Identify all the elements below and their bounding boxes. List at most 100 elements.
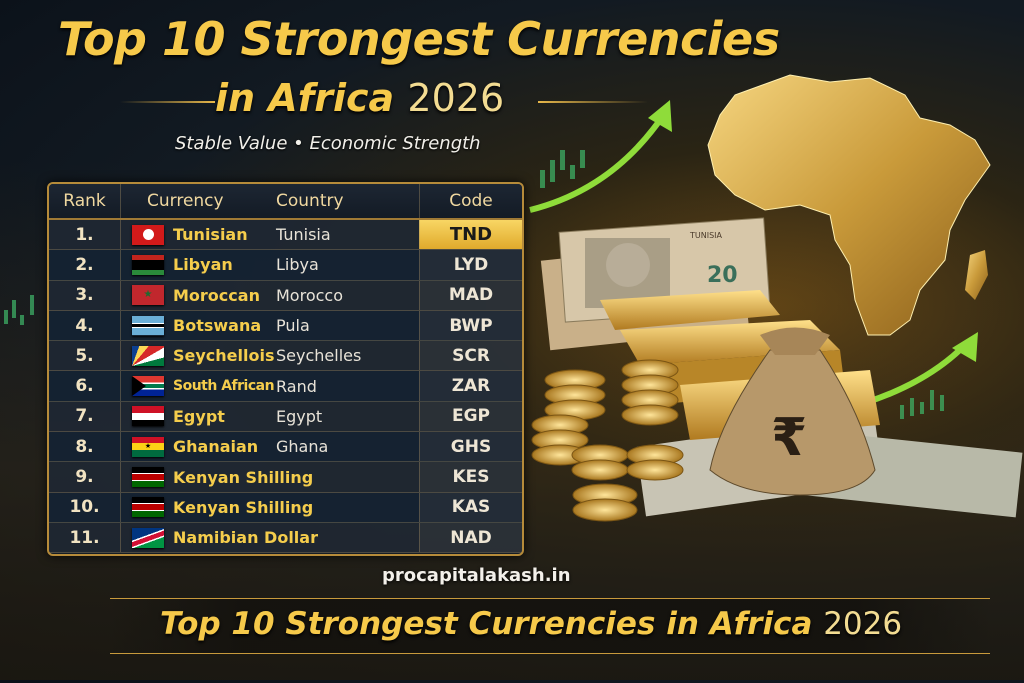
rank-cell: 9. <box>49 462 121 492</box>
currency-name: Libyan <box>173 255 233 275</box>
code-cell: EGP <box>419 401 522 432</box>
rank-cell: 11. <box>49 522 121 553</box>
table-row: 5. Seychellois Seychelles SCR <box>49 341 522 372</box>
country-name: Libya <box>276 255 319 275</box>
code-cell: ZAR <box>419 371 522 401</box>
title-year: 2026 <box>407 76 505 120</box>
rank-cell: 3. <box>49 280 121 310</box>
country-name: Morocco <box>276 285 343 305</box>
table-row: 7. Egypt Egypt EGP <box>49 401 522 433</box>
header-currency: Currency <box>147 191 224 211</box>
currency-cell: Namibian Dollar <box>121 523 419 552</box>
currency-name: Seychellois <box>173 346 275 366</box>
rank-cell: 6. <box>49 371 121 401</box>
africa-map-icon <box>707 74 991 336</box>
namibia-flag-icon <box>132 527 164 548</box>
bottom-banner <box>110 598 990 654</box>
table-row: 1. Tunisian Tunisia TND <box>49 220 522 251</box>
header-rank: Rank <box>49 184 121 218</box>
rank-cell: 2. <box>49 250 121 280</box>
table-row: 6. South African Rand ZAR <box>49 371 522 402</box>
bottom-title-text: Top 10 Strongest Currencies in Africa <box>160 606 813 642</box>
ghana-flag-icon: ★ <box>132 436 164 457</box>
subtitle: Stable Value • Economic Strength <box>175 133 481 154</box>
money-bag-icon: ₹ <box>709 327 876 496</box>
upward-arrow-icon <box>529 118 663 213</box>
country-name: Ghana <box>276 437 329 457</box>
main-title-line2: in Africa 2026 <box>215 76 504 120</box>
table-row: 8. ★ Ghanaian Ghana GHS <box>49 432 522 463</box>
bottom-title-year: 2026 <box>823 606 903 642</box>
country-name: Rand <box>276 376 317 396</box>
currency-cell: Kenyan Shilling <box>121 493 419 522</box>
currency-name: Namibian Dollar <box>173 528 318 548</box>
currency-cell: Libyan Libya <box>121 250 419 279</box>
rank-cell: 4. <box>49 310 121 341</box>
title-divider <box>120 101 215 103</box>
rank-cell: 7. <box>49 401 121 432</box>
currency-cell: ★ Ghanaian Ghana <box>121 432 419 461</box>
header-code: Code <box>419 184 522 218</box>
table-row: 10. Kenyan Shilling KAS <box>49 492 522 523</box>
seychelles-flag-icon <box>132 345 164 366</box>
rupee-symbol: ₹ <box>771 408 807 468</box>
table-row: 3. ★ Moroccan Morocco MAD <box>49 280 522 311</box>
banknote-label: TUNISIA <box>689 231 723 240</box>
botswana-flag-icon <box>132 315 164 336</box>
currency-cell: ★ Moroccan Morocco <box>121 281 419 310</box>
rank-cell: 5. <box>49 341 121 371</box>
title-line2-text: in Africa <box>215 76 395 120</box>
country-name: Tunisia <box>276 225 331 245</box>
header-currency-country: Currency Country <box>121 184 419 218</box>
currency-name: Botswana <box>173 316 262 336</box>
code-cell: KES <box>419 462 522 492</box>
currency-name: Moroccan <box>173 285 260 305</box>
currency-cell: Botswana Pula <box>121 311 419 340</box>
table-row: 4. Botswana Pula BWP <box>49 310 522 342</box>
currency-name: Kenyan Shilling <box>173 467 314 487</box>
egypt-flag-icon <box>132 406 164 427</box>
currency-cell: Egypt Egypt <box>121 402 419 431</box>
currency-cell: Kenyan Shilling <box>121 462 419 491</box>
currency-cell: South African Rand <box>121 371 419 400</box>
table-body: 1. Tunisian Tunisia TND 2. Libyan Libya L… <box>49 220 522 554</box>
currency-name: South African <box>173 378 275 395</box>
rank-cell: 1. <box>49 220 121 250</box>
main-title: Top 10 Strongest Currencies <box>58 12 780 66</box>
currency-name: Tunisian <box>173 225 248 245</box>
table-header: Rank Currency Country Code <box>49 184 522 220</box>
country-name: Pula <box>276 316 310 336</box>
bottom-title: Top 10 Strongest Currencies in Africa 20… <box>160 606 902 642</box>
title-divider <box>538 101 648 103</box>
code-cell: LYD <box>419 250 522 280</box>
code-cell: MAD <box>419 280 522 310</box>
tunisia-flag-icon <box>132 224 164 245</box>
candlestick-chart-icon <box>4 150 944 419</box>
kenya-flag-icon <box>132 497 164 518</box>
code-cell: NAD <box>419 522 522 553</box>
code-cell: SCR <box>419 341 522 371</box>
table-row: 2. Libyan Libya LYD <box>49 250 522 281</box>
code-cell: KAS <box>419 492 522 522</box>
code-cell: BWP <box>419 310 522 341</box>
header-country: Country <box>276 191 344 211</box>
currency-name: Ghanaian <box>173 437 259 457</box>
currency-cell: Seychellois Seychelles <box>121 341 419 370</box>
code-cell: GHS <box>419 432 522 462</box>
currency-name: Egypt <box>173 406 225 426</box>
morocco-flag-icon: ★ <box>132 285 164 306</box>
code-cell: TND <box>419 220 522 250</box>
gold-coins-icon <box>531 359 684 522</box>
rank-cell: 8. <box>49 432 121 462</box>
rank-cell: 10. <box>49 492 121 522</box>
country-name: Egypt <box>276 406 323 426</box>
madagascar-icon <box>965 250 988 300</box>
banknote-value: 20 <box>707 263 738 288</box>
libya-flag-icon <box>132 254 164 275</box>
kenya-flag-icon <box>132 467 164 488</box>
currency-name: Kenyan Shilling <box>173 497 314 517</box>
website: procapitalakash.in <box>382 565 571 586</box>
country-name: Seychelles <box>276 346 362 366</box>
